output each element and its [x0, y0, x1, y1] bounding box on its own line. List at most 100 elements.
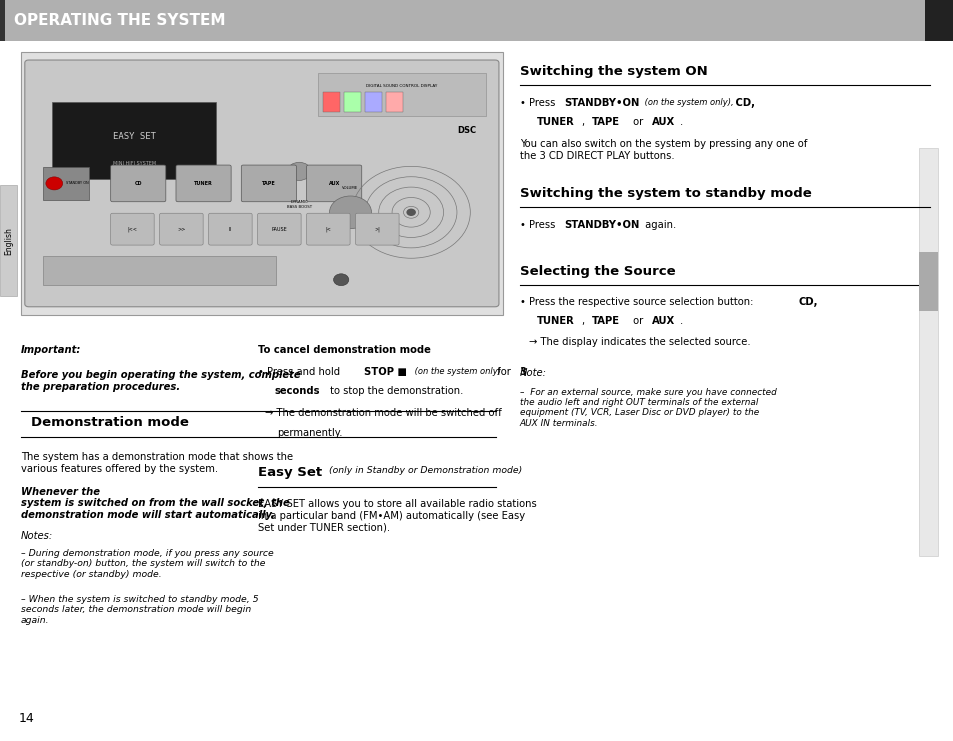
Text: ,: ,: [581, 316, 588, 326]
Text: >|: >|: [374, 227, 380, 232]
Text: Switching the system ON: Switching the system ON: [519, 65, 707, 79]
FancyBboxPatch shape: [25, 60, 498, 307]
Bar: [52, 102, 215, 179]
Bar: [21, 52, 502, 315]
Circle shape: [287, 162, 311, 180]
Text: STANDBY ON: STANDBY ON: [66, 182, 89, 185]
Text: |<<: |<<: [128, 227, 137, 232]
Text: ,: ,: [581, 117, 588, 127]
Text: You can also switch on the system by pressing any one of
the 3 CD DIRECT PLAY bu: You can also switch on the system by pre…: [519, 139, 806, 161]
Text: Demonstration mode: Demonstration mode: [30, 416, 188, 430]
Text: Switching the system to standby mode: Switching the system to standby mode: [519, 187, 811, 201]
Bar: [0, 0, 5, 41]
Text: TUNER: TUNER: [537, 117, 575, 127]
FancyBboxPatch shape: [306, 213, 350, 245]
Text: To cancel demonstration mode: To cancel demonstration mode: [257, 345, 430, 354]
Bar: [0, 0, 924, 41]
Text: or: or: [629, 117, 645, 127]
Text: TAPE: TAPE: [262, 181, 275, 186]
Text: Before you begin operating the system, complete
the preparation procedures.: Before you begin operating the system, c…: [21, 370, 300, 392]
Text: II: II: [229, 227, 232, 232]
FancyBboxPatch shape: [306, 165, 361, 202]
Bar: [343, 92, 360, 112]
Bar: [43, 256, 275, 285]
Text: Easy Set: Easy Set: [257, 466, 321, 479]
Bar: [322, 92, 339, 112]
Text: Important:: Important:: [21, 345, 81, 354]
Text: • Press: • Press: [519, 98, 558, 107]
Bar: [43, 167, 90, 200]
Text: (on the system only),: (on the system only),: [641, 98, 733, 107]
Text: The system has a demonstration mode that shows the
various features offered by t: The system has a demonstration mode that…: [21, 452, 293, 473]
Text: AUX: AUX: [651, 117, 674, 127]
Text: Selecting the Source: Selecting the Source: [519, 265, 675, 278]
Text: → The display indicates the selected source.: → The display indicates the selected sou…: [529, 337, 750, 347]
Circle shape: [334, 274, 349, 286]
Circle shape: [46, 177, 63, 190]
FancyBboxPatch shape: [355, 213, 398, 245]
Text: .: .: [679, 117, 682, 127]
FancyBboxPatch shape: [175, 165, 231, 202]
Text: (only in Standby or Demonstration mode): (only in Standby or Demonstration mode): [326, 466, 522, 475]
Text: seconds: seconds: [274, 386, 320, 396]
Text: • Press the respective source selection button:: • Press the respective source selection …: [519, 297, 756, 307]
Text: MINI HIFI SYSTEM: MINI HIFI SYSTEM: [112, 161, 155, 166]
Text: Note:: Note:: [519, 368, 546, 378]
Text: → The demonstration mode will be switched off: → The demonstration mode will be switche…: [265, 408, 501, 418]
Text: TAPE: TAPE: [591, 316, 618, 326]
Bar: [924, 0, 953, 41]
Circle shape: [329, 196, 371, 229]
Text: AUX: AUX: [328, 181, 339, 186]
Text: – During demonstration mode, if you press any source
(or standby-on) button, the: – During demonstration mode, if you pres…: [21, 549, 274, 579]
Text: DSC: DSC: [457, 126, 476, 135]
Text: –  For an external source, make sure you have connected
the audio left and right: – For an external source, make sure you …: [519, 388, 776, 428]
Text: CD,: CD,: [731, 98, 754, 107]
FancyBboxPatch shape: [111, 165, 166, 202]
Text: • Press and hold: • Press and hold: [257, 367, 342, 376]
Text: OPERATING THE SYSTEM: OPERATING THE SYSTEM: [14, 13, 226, 28]
Text: PAUSE: PAUSE: [272, 227, 287, 232]
Bar: [0, 185, 17, 296]
Circle shape: [406, 209, 416, 216]
FancyBboxPatch shape: [111, 213, 154, 245]
Text: DIGITAL SOUND CONTROL DISPLAY: DIGITAL SOUND CONTROL DISPLAY: [366, 84, 437, 87]
FancyBboxPatch shape: [209, 213, 252, 245]
Text: English: English: [4, 227, 13, 255]
Text: Notes:: Notes:: [21, 531, 53, 541]
Text: TUNER: TUNER: [537, 316, 575, 326]
Text: STANDBY•ON: STANDBY•ON: [563, 220, 639, 230]
Text: >>: >>: [177, 227, 185, 232]
Text: EASY SET: EASY SET: [112, 132, 155, 141]
FancyBboxPatch shape: [257, 213, 301, 245]
Text: for: for: [494, 367, 514, 376]
Text: CD,: CD,: [798, 297, 817, 307]
Text: |<: |<: [325, 227, 331, 232]
Bar: [918, 252, 937, 311]
Text: TUNER: TUNER: [194, 181, 213, 186]
Text: STANDBY•ON: STANDBY•ON: [563, 98, 639, 107]
Text: DYNAMIC
BASS BOOST: DYNAMIC BASS BOOST: [286, 200, 312, 209]
Text: STOP ■: STOP ■: [364, 367, 407, 376]
Text: AUX: AUX: [651, 316, 674, 326]
Text: again.: again.: [641, 220, 676, 230]
Text: VOLUME: VOLUME: [342, 186, 358, 190]
Text: to stop the demonstration.: to stop the demonstration.: [327, 386, 463, 396]
FancyBboxPatch shape: [241, 165, 296, 202]
Text: 14: 14: [19, 711, 35, 725]
Text: – When the system is switched to standby mode, 5
seconds later, the demonstratio: – When the system is switched to standby…: [21, 595, 258, 625]
Text: .: .: [679, 316, 682, 326]
Text: 3: 3: [518, 367, 525, 376]
Text: or: or: [629, 316, 645, 326]
Text: • Press: • Press: [519, 220, 558, 230]
Text: EASY SET allows you to store all available radio stations
in a particular band (: EASY SET allows you to store all availab…: [257, 499, 536, 533]
Bar: [385, 92, 402, 112]
Text: (on the system only): (on the system only): [412, 367, 500, 376]
FancyBboxPatch shape: [159, 213, 203, 245]
Bar: [364, 92, 381, 112]
Bar: [918, 148, 937, 556]
Text: CD: CD: [134, 181, 142, 186]
Text: TAPE: TAPE: [591, 117, 618, 127]
Text: permanently.: permanently.: [276, 428, 342, 437]
Bar: [317, 73, 485, 116]
Text: Whenever the
system is switched on from the wall socket, the
demonstration mode : Whenever the system is switched on from …: [21, 487, 290, 520]
